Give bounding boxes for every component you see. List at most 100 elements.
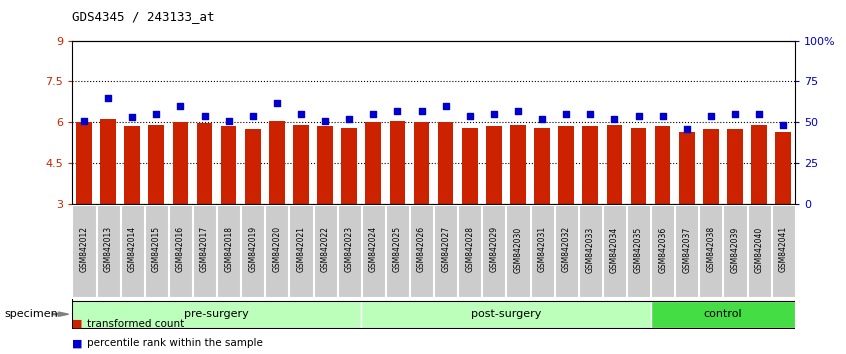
Bar bbox=[269, 121, 285, 204]
FancyBboxPatch shape bbox=[555, 205, 578, 297]
FancyBboxPatch shape bbox=[169, 205, 192, 297]
FancyBboxPatch shape bbox=[241, 205, 264, 297]
Text: GSM842025: GSM842025 bbox=[393, 226, 402, 273]
FancyBboxPatch shape bbox=[482, 205, 505, 297]
Point bbox=[463, 113, 476, 119]
Bar bbox=[558, 126, 574, 204]
Point bbox=[391, 108, 404, 114]
Point bbox=[270, 100, 283, 105]
Text: GSM842019: GSM842019 bbox=[248, 226, 257, 273]
Text: control: control bbox=[704, 309, 742, 319]
Text: GSM842015: GSM842015 bbox=[151, 226, 161, 273]
Bar bbox=[76, 122, 92, 204]
Point bbox=[198, 113, 212, 119]
Text: GSM842040: GSM842040 bbox=[755, 226, 764, 273]
Bar bbox=[607, 125, 623, 204]
Bar bbox=[462, 127, 478, 204]
Bar bbox=[582, 126, 598, 204]
Text: GSM842029: GSM842029 bbox=[489, 226, 498, 273]
Text: GSM842033: GSM842033 bbox=[585, 226, 595, 273]
Point bbox=[366, 111, 380, 117]
FancyBboxPatch shape bbox=[675, 205, 698, 297]
FancyBboxPatch shape bbox=[217, 205, 240, 297]
FancyBboxPatch shape bbox=[627, 205, 650, 297]
Text: GSM842016: GSM842016 bbox=[176, 226, 185, 273]
Point bbox=[511, 108, 525, 114]
FancyBboxPatch shape bbox=[651, 301, 795, 328]
Bar bbox=[751, 125, 767, 204]
Point bbox=[173, 103, 187, 109]
Bar bbox=[534, 127, 550, 204]
Point bbox=[439, 103, 453, 109]
FancyBboxPatch shape bbox=[362, 205, 385, 297]
Text: GSM842031: GSM842031 bbox=[537, 226, 547, 273]
Text: GDS4345 / 243133_at: GDS4345 / 243133_at bbox=[72, 10, 214, 23]
Text: GSM842023: GSM842023 bbox=[344, 226, 354, 273]
Text: GSM842013: GSM842013 bbox=[103, 226, 113, 273]
Bar bbox=[221, 126, 237, 204]
Point bbox=[704, 113, 717, 119]
Text: GSM842032: GSM842032 bbox=[562, 226, 571, 273]
Point bbox=[728, 111, 742, 117]
Text: ■: ■ bbox=[72, 338, 82, 348]
Text: GSM842028: GSM842028 bbox=[465, 227, 475, 273]
Point bbox=[752, 111, 766, 117]
Text: GSM842034: GSM842034 bbox=[610, 226, 619, 273]
FancyBboxPatch shape bbox=[723, 205, 746, 297]
FancyBboxPatch shape bbox=[361, 301, 651, 328]
Bar bbox=[510, 125, 526, 204]
Bar bbox=[173, 122, 189, 204]
FancyBboxPatch shape bbox=[603, 205, 626, 297]
Text: GSM842036: GSM842036 bbox=[658, 226, 667, 273]
Bar bbox=[678, 132, 695, 204]
Text: percentile rank within the sample: percentile rank within the sample bbox=[87, 338, 263, 348]
Text: GSM842030: GSM842030 bbox=[514, 226, 523, 273]
Bar bbox=[196, 124, 212, 204]
Text: GSM842014: GSM842014 bbox=[128, 226, 137, 273]
Point bbox=[607, 116, 621, 122]
FancyBboxPatch shape bbox=[73, 205, 96, 297]
Point bbox=[102, 95, 115, 101]
Bar bbox=[317, 126, 333, 204]
FancyBboxPatch shape bbox=[266, 205, 288, 297]
Bar bbox=[244, 129, 261, 204]
Bar bbox=[727, 129, 743, 204]
Point bbox=[415, 108, 428, 114]
FancyBboxPatch shape bbox=[193, 205, 216, 297]
Bar bbox=[365, 122, 382, 204]
Point bbox=[656, 113, 669, 119]
Text: GSM842026: GSM842026 bbox=[417, 226, 426, 273]
Point bbox=[294, 111, 308, 117]
Point bbox=[343, 116, 356, 122]
FancyBboxPatch shape bbox=[145, 205, 168, 297]
Text: ■: ■ bbox=[72, 319, 82, 329]
Text: specimen: specimen bbox=[4, 309, 58, 319]
Text: GSM842021: GSM842021 bbox=[296, 227, 305, 273]
FancyBboxPatch shape bbox=[386, 205, 409, 297]
Text: GSM842039: GSM842039 bbox=[730, 226, 739, 273]
Point bbox=[77, 118, 91, 123]
FancyBboxPatch shape bbox=[579, 205, 602, 297]
Text: GSM842027: GSM842027 bbox=[441, 226, 450, 273]
FancyBboxPatch shape bbox=[289, 205, 312, 297]
Text: GSM842041: GSM842041 bbox=[778, 226, 788, 273]
Text: GSM842018: GSM842018 bbox=[224, 227, 233, 273]
FancyBboxPatch shape bbox=[434, 205, 457, 297]
FancyBboxPatch shape bbox=[748, 205, 771, 297]
Bar bbox=[775, 132, 791, 204]
FancyBboxPatch shape bbox=[314, 205, 337, 297]
Bar bbox=[293, 125, 309, 204]
Bar bbox=[148, 125, 164, 204]
Text: GSM842022: GSM842022 bbox=[321, 227, 330, 273]
Point bbox=[777, 122, 790, 128]
Text: pre-surgery: pre-surgery bbox=[184, 309, 249, 319]
Bar bbox=[437, 122, 453, 204]
FancyBboxPatch shape bbox=[338, 205, 360, 297]
FancyBboxPatch shape bbox=[507, 205, 530, 297]
Point bbox=[680, 126, 694, 131]
Point bbox=[150, 111, 163, 117]
Point bbox=[632, 113, 645, 119]
Point bbox=[584, 111, 597, 117]
Text: GSM842020: GSM842020 bbox=[272, 226, 282, 273]
FancyBboxPatch shape bbox=[459, 205, 481, 297]
